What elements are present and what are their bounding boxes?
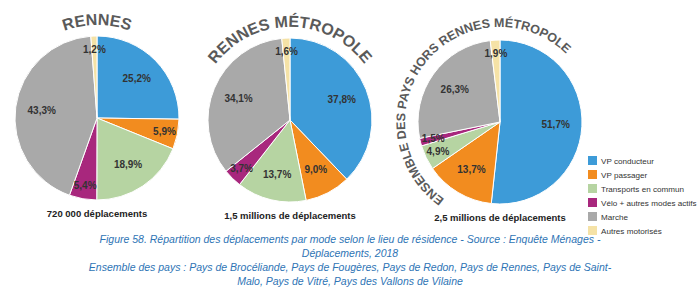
data-label: 34,1% (224, 93, 252, 104)
legend-label: Vélo + autres modes actifs (601, 199, 697, 208)
caption-line: Malo, Pays de Vitré, Pays des Vallons de… (237, 275, 463, 287)
data-labels: 37,8% 9,0% 13,7% 3,7% 34,1% 1,6% (224, 46, 356, 180)
data-label: 43,3% (28, 105, 56, 116)
data-label: 51,7% (542, 119, 570, 130)
legend-swatch (588, 198, 597, 207)
legend-label: Marche (601, 213, 628, 222)
chart-subtitle: 1,5 millions de déplacements (224, 210, 355, 221)
data-label: 4,9% (427, 146, 450, 157)
slices (208, 38, 372, 202)
data-label: 1,9% (484, 48, 507, 59)
data-label: 26,3% (441, 84, 469, 95)
data-label: 37,8% (328, 94, 356, 105)
legend: VP conducteur VP passager Transports en co… (588, 156, 697, 236)
data-label: 25,2% (123, 73, 151, 84)
chart-title-path: RENNES (60, 11, 134, 34)
legend-label: Autres motorisés (601, 227, 662, 236)
legend-label: VP conducteur (601, 157, 654, 166)
data-label: 5,9% (153, 126, 176, 137)
slices (15, 36, 179, 200)
pie-slice (97, 36, 179, 119)
slices (418, 40, 582, 204)
pie-slice (491, 40, 582, 204)
chart-subtitle: 2,5 millions de déplacements (434, 212, 565, 223)
data-label: 9,0% (304, 164, 327, 175)
figure: RENNES 25,2% 5,9% 18,9% 5,4% 43,3% 1,2% 720 000… (0, 0, 700, 295)
pie-chart: RENNES MÉTROPOLE37,8%9,0%13,7%3,7%34,1%1… (197, 12, 382, 221)
legend-swatch (588, 170, 597, 179)
data-label: 13,7% (457, 164, 485, 175)
caption: Figure 58. Répartition des déplacements … (89, 233, 612, 287)
caption-line: Déplacements, 2018 (302, 247, 398, 259)
data-label: 3,7% (230, 163, 253, 174)
chart-title: RENNES (60, 11, 134, 34)
data-label: 18,9% (114, 159, 142, 170)
legend-swatch (588, 156, 597, 165)
data-label: 1,2% (83, 44, 106, 55)
caption-line: Ensemble des pays : Pays de Brocéliande,… (89, 261, 612, 273)
caption-line: Figure 58. Répartition des déplacements … (100, 233, 601, 245)
data-label: 1,5% (422, 133, 445, 144)
legend-label: VP passager (601, 171, 647, 180)
data-label: 13,7% (263, 169, 291, 180)
pie-chart: ENSEMBLE DES PAYS HORS RENNES MÉTROPOLE5… (394, 15, 584, 223)
data-label: 5,4% (74, 180, 97, 191)
chart-subtitle: 720 000 déplacements (47, 208, 147, 219)
pie-chart: RENNES 25,2% 5,9% 18,9% 5,4% 43,3% 1,2% 720 000… (15, 11, 179, 219)
legend-swatch (588, 184, 597, 193)
data-labels: 51,7% 13,7% 4,9% 1,5% 26,3% 1,9% (422, 48, 570, 176)
pie-slice (208, 38, 290, 171)
data-labels: 25,2% 5,9% 18,9% 5,4% 43,3% 1,2% (28, 44, 176, 192)
legend-label: Transports en commun (601, 185, 684, 194)
pie-slice (15, 36, 97, 195)
legend-swatch (588, 212, 597, 221)
data-label: 1,6% (275, 46, 298, 57)
